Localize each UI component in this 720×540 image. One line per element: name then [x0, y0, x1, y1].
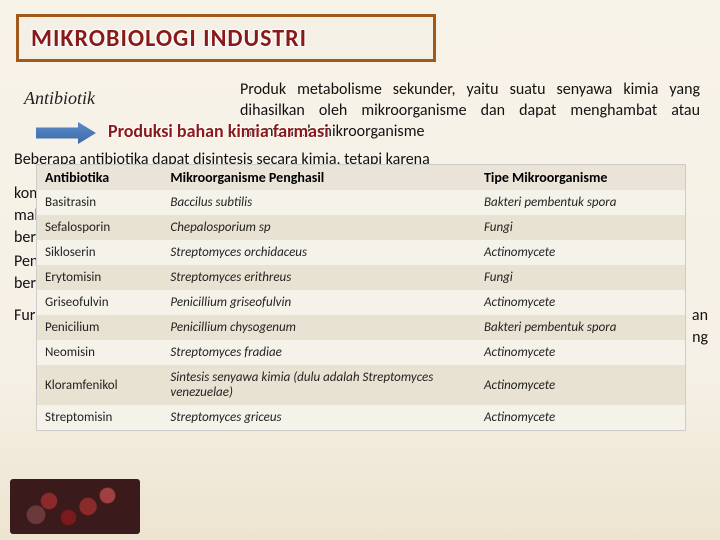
table-cell: Griseofulvin — [37, 290, 162, 315]
table-cell: Streptomyces erithreus — [162, 265, 476, 290]
table-cell: Actinomycete — [476, 340, 685, 365]
table-cell: Streptomyces fradiae — [162, 340, 476, 365]
table-row: KloramfenikolSintesis senyawa kimia (dul… — [37, 365, 685, 405]
table-row: ErytomisinStreptomyces erithreusFungi — [37, 265, 685, 290]
table-row: NeomisinStreptomyces fradiaeActinomycete — [37, 340, 685, 365]
table-cell: Actinomycete — [476, 405, 685, 430]
table-cell: Bakteri pembentuk spora — [476, 190, 685, 215]
table-header-row: Antibiotika Mikroorganisme Penghasil Tip… — [37, 165, 685, 190]
table-cell: Baccilus subtilis — [162, 190, 476, 215]
bg-text-ber2: ber — [14, 274, 36, 293]
table-cell: Kloramfenikol — [37, 365, 162, 405]
table-cell: Streptomisin — [37, 405, 162, 430]
table-cell: Sefalosporin — [37, 215, 162, 240]
bg-text-fur: Fur — [14, 306, 35, 325]
table-cell: Penicillium griseofulvin — [162, 290, 476, 315]
antibiotics-table: Antibiotika Mikroorganisme Penghasil Tip… — [36, 164, 686, 431]
page-title: MIKROBIOLOGI INDUSTRI — [31, 24, 307, 53]
table-cell: Fungi — [476, 215, 685, 240]
table-cell: Fungi — [476, 265, 685, 290]
table-header: Tipe Mikroorganisme — [476, 165, 685, 190]
table-cell: Streptomyces orchidaceus — [162, 240, 476, 265]
table-cell: Chepalosporium sp — [162, 215, 476, 240]
antibiotik-label: Antibiotik — [24, 88, 95, 109]
table-row: SefalosporinChepalosporium spFungi — [37, 215, 685, 240]
table-cell: Penicillium chysogenum — [162, 315, 476, 340]
table-row: StreptomisinStreptomyces griceusActinomy… — [37, 405, 685, 430]
produksi-heading: Produksi bahan kimia farmasi — [108, 120, 329, 142]
table-cell: Bakteri pembentuk spora — [476, 315, 685, 340]
bg-text-r2: ng — [692, 328, 708, 347]
table-cell: Actinomycete — [476, 365, 685, 405]
table-row: GriseofulvinPenicillium griseofulvinActi… — [37, 290, 685, 315]
title-box: MIKROBIOLOGI INDUSTRI — [16, 14, 436, 62]
table-cell: Streptomyces griceus — [162, 405, 476, 430]
table-row: BasitrasinBaccilus subtilisBakteri pembe… — [37, 190, 685, 215]
table-row: PeniciliumPenicillium chysogenumBakteri … — [37, 315, 685, 340]
table-cell: Erytomisin — [37, 265, 162, 290]
table-cell: Actinomycete — [476, 240, 685, 265]
table-cell: Neomisin — [37, 340, 162, 365]
table-cell: Penicilium — [37, 315, 162, 340]
bg-text-pen: Pen — [14, 252, 38, 271]
table-cell: Actinomycete — [476, 290, 685, 315]
bacteria-image — [10, 479, 140, 534]
table-header: Antibiotika — [37, 165, 162, 190]
table-cell: Basitrasin — [37, 190, 162, 215]
arrow-icon — [36, 122, 96, 144]
bg-text-r1: an — [692, 306, 708, 325]
table-row: SikloserinStreptomyces orchidaceusActino… — [37, 240, 685, 265]
table-cell: Sikloserin — [37, 240, 162, 265]
table-header: Mikroorganisme Penghasil — [162, 165, 476, 190]
bg-text-mal: mal — [14, 206, 38, 225]
table-cell: Sintesis senyawa kimia (dulu adalah Stre… — [162, 365, 476, 405]
